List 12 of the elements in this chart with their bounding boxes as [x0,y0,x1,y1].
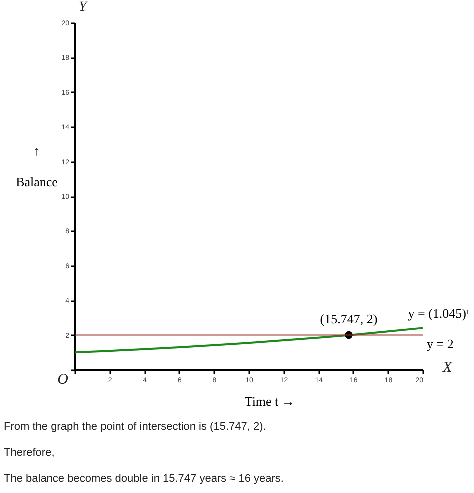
x-axis-title: Time t → [244,394,295,409]
annotation: y = (1.045)ᵗ [408,306,470,322]
text: O [58,372,69,388]
text: The balance becomes double in 15.747 years ≈ 16 years. [4,473,284,485]
ref-line-label: y = 2 [427,336,454,352]
text: Therefore, [4,447,55,459]
line-series [74,327,424,354]
text: X [442,360,453,376]
text: ↑ Balance [16,143,58,190]
annotation: (15.747, 2) [320,311,378,326]
text: Y [79,0,89,15]
text: From the graph the point of intersection is (15.747, 2). [4,421,266,433]
